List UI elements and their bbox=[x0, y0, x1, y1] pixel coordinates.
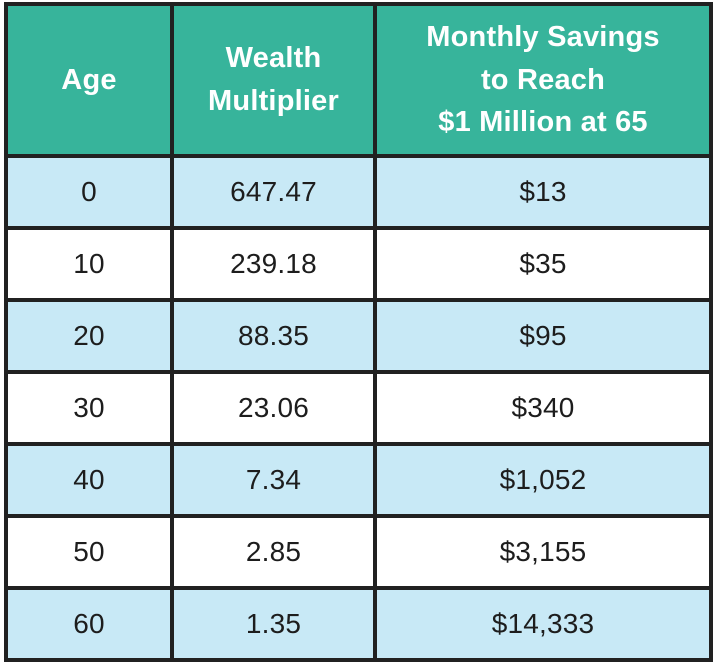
column-header-age: Age bbox=[4, 2, 174, 158]
cell-monthly-savings: $14,333 bbox=[373, 586, 713, 662]
table-row: 20 88.35 $95 bbox=[4, 298, 713, 374]
table-row: 30 23.06 $340 bbox=[4, 370, 713, 446]
table-row: 10 239.18 $35 bbox=[4, 226, 713, 302]
cell-monthly-savings: $1,052 bbox=[373, 442, 713, 518]
cell-wealth-multiplier: 88.35 bbox=[170, 298, 377, 374]
cell-age: 30 bbox=[4, 370, 174, 446]
table-body: 0 647.47 $13 10 239.18 $35 20 88.35 $95 … bbox=[4, 154, 713, 662]
cell-wealth-multiplier: 23.06 bbox=[170, 370, 377, 446]
cell-wealth-multiplier: 1.35 bbox=[170, 586, 377, 662]
table-header: Age Wealth Multiplier Monthly Savings to… bbox=[4, 2, 713, 158]
cell-wealth-multiplier: 7.34 bbox=[170, 442, 377, 518]
cell-wealth-multiplier: 2.85 bbox=[170, 514, 377, 590]
cell-age: 40 bbox=[4, 442, 174, 518]
cell-wealth-multiplier: 239.18 bbox=[170, 226, 377, 302]
table-row: 0 647.47 $13 bbox=[4, 154, 713, 230]
table-row: 60 1.35 $14,333 bbox=[4, 586, 713, 662]
table-row: 50 2.85 $3,155 bbox=[4, 514, 713, 590]
cell-age: 0 bbox=[4, 154, 174, 230]
wealth-multiplier-table: Age Wealth Multiplier Monthly Savings to… bbox=[4, 2, 713, 662]
cell-monthly-savings: $95 bbox=[373, 298, 713, 374]
cell-monthly-savings: $340 bbox=[373, 370, 713, 446]
cell-monthly-savings: $13 bbox=[373, 154, 713, 230]
cell-wealth-multiplier: 647.47 bbox=[170, 154, 377, 230]
table-row: 40 7.34 $1,052 bbox=[4, 442, 713, 518]
cell-monthly-savings: $3,155 bbox=[373, 514, 713, 590]
cell-age: 10 bbox=[4, 226, 174, 302]
header-row: Age Wealth Multiplier Monthly Savings to… bbox=[4, 2, 713, 158]
cell-age: 60 bbox=[4, 586, 174, 662]
column-header-wealth-multiplier: Wealth Multiplier bbox=[170, 2, 377, 158]
column-header-monthly-savings: Monthly Savings to Reach $1 Million at 6… bbox=[373, 2, 713, 158]
cell-monthly-savings: $35 bbox=[373, 226, 713, 302]
cell-age: 50 bbox=[4, 514, 174, 590]
cell-age: 20 bbox=[4, 298, 174, 374]
